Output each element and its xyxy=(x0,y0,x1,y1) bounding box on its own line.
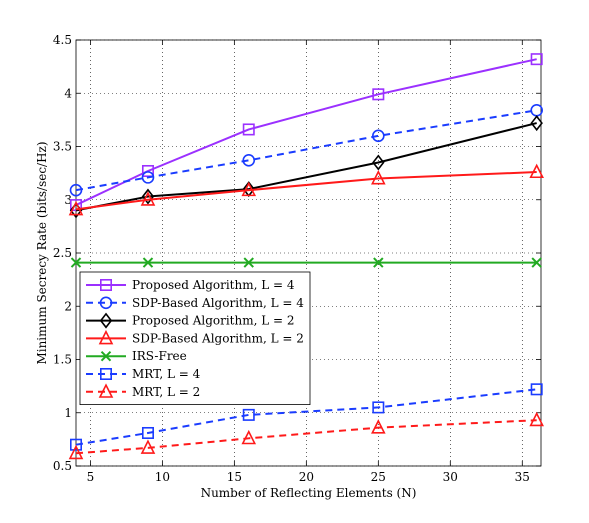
y-tick-label: 2 xyxy=(64,299,72,313)
data-point xyxy=(68,444,84,460)
legend-marker xyxy=(99,296,113,310)
series-2 xyxy=(69,103,543,197)
data-point xyxy=(241,181,257,197)
legend-entry: MRT, L = 4 xyxy=(86,367,201,381)
data-point xyxy=(69,183,83,197)
data-point xyxy=(530,53,543,66)
series-5 xyxy=(70,257,542,268)
series-line xyxy=(75,122,537,212)
data-point xyxy=(241,429,257,445)
legend-label: MRT, L = 4 xyxy=(132,367,201,381)
legend-label: SDP-Based Algorithm, L = 2 xyxy=(132,331,304,345)
data-point xyxy=(242,408,255,421)
data-point xyxy=(70,257,82,268)
legend-label: SDP-Based Algorithm, L = 4 xyxy=(132,296,304,310)
x-tick-label: 30 xyxy=(443,470,458,484)
x-tick-label: 10 xyxy=(155,470,170,484)
legend-entry: SDP-Based Algorithm, L = 4 xyxy=(86,296,304,310)
x-tick-label: 5 xyxy=(87,470,95,484)
data-point xyxy=(529,163,544,179)
legend-marker xyxy=(100,367,113,380)
x-tick-label: 35 xyxy=(515,470,530,484)
legend-marker xyxy=(99,312,113,329)
y-tick-label: 3 xyxy=(64,193,72,207)
data-point xyxy=(372,154,385,171)
y-tick-label: 1.5 xyxy=(53,353,72,367)
data-point xyxy=(68,200,84,216)
y-tick-label: 1 xyxy=(64,406,72,420)
data-point xyxy=(529,411,544,427)
data-point xyxy=(243,257,254,268)
data-point xyxy=(140,191,156,206)
data-point xyxy=(531,257,542,268)
legend-marker xyxy=(100,278,113,291)
legend-label: Proposed Algorithm, L = 4 xyxy=(132,278,295,292)
data-point xyxy=(373,257,384,268)
series-line xyxy=(75,171,537,211)
x-axis-label: Number of Reflecting Elements (N) xyxy=(201,486,417,500)
series-6 xyxy=(70,383,543,451)
legend-entry: SDP-Based Algorithm, L = 2 xyxy=(86,329,304,345)
series-4 xyxy=(68,163,544,216)
data-point xyxy=(372,88,385,101)
legend-label: Proposed Algorithm, L = 2 xyxy=(132,314,295,328)
data-point xyxy=(242,154,256,167)
data-point xyxy=(142,257,154,268)
x-tick-label: 25 xyxy=(371,470,386,484)
y-axis-label: Minimum Secrecy Rate (bits/sec/Hz) xyxy=(35,141,49,364)
y-tick-label: 4.5 xyxy=(53,33,72,47)
data-point xyxy=(371,169,386,185)
legend-entry: IRS-Free xyxy=(86,349,187,363)
data-point xyxy=(372,401,385,414)
legend-entry: MRT, L = 2 xyxy=(86,383,200,399)
series-line xyxy=(75,388,537,446)
data-point xyxy=(530,115,543,132)
legend-entry: Proposed Algorithm, L = 2 xyxy=(86,312,295,329)
data-point xyxy=(371,419,386,434)
legend-label: IRS-Free xyxy=(132,349,187,363)
data-point xyxy=(141,171,155,184)
legend: Proposed Algorithm, L = 4 SDP-Based Algor… xyxy=(79,271,311,406)
x-tick-label: 20 xyxy=(299,470,314,484)
legend-label: MRT, L = 2 xyxy=(132,385,200,399)
data-point xyxy=(530,383,543,396)
legend-marker xyxy=(98,383,114,398)
data-point xyxy=(372,129,385,143)
data-point xyxy=(141,164,154,177)
legend-marker xyxy=(98,329,114,345)
data-point xyxy=(140,439,156,454)
y-tick-label: 0.5 xyxy=(53,459,72,473)
data-point xyxy=(242,123,255,136)
data-point xyxy=(141,188,155,205)
series-7 xyxy=(68,411,544,460)
legend-marker xyxy=(100,350,112,362)
y-tick-label: 2.5 xyxy=(53,246,72,260)
x-tick-label: 15 xyxy=(227,470,242,484)
y-tick-label: 3.5 xyxy=(53,140,72,154)
legend-entry: Proposed Algorithm, L = 4 xyxy=(86,278,295,292)
series-line xyxy=(75,419,537,455)
series-line xyxy=(75,109,537,192)
data-point xyxy=(70,438,83,451)
y-tick-label: 4 xyxy=(64,86,72,100)
data-point xyxy=(141,426,154,439)
